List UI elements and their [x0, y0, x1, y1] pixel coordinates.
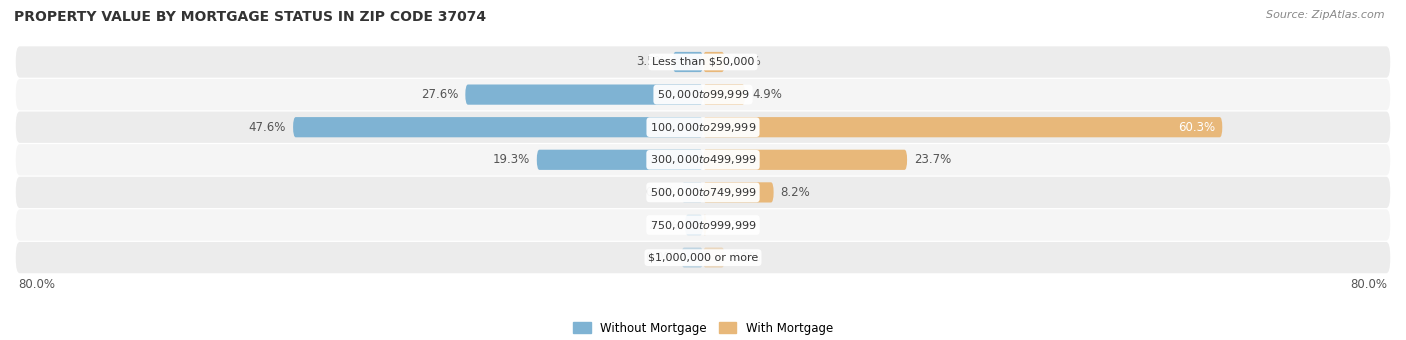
FancyBboxPatch shape: [465, 84, 703, 105]
FancyBboxPatch shape: [15, 209, 1391, 241]
FancyBboxPatch shape: [703, 248, 724, 268]
Legend: Without Mortgage, With Mortgage: Without Mortgage, With Mortgage: [568, 317, 838, 340]
Text: 0.0%: 0.0%: [731, 251, 761, 264]
FancyBboxPatch shape: [685, 215, 703, 235]
FancyBboxPatch shape: [15, 177, 1391, 208]
Text: Source: ZipAtlas.com: Source: ZipAtlas.com: [1267, 10, 1385, 20]
FancyBboxPatch shape: [703, 182, 773, 203]
Text: 60.3%: 60.3%: [1178, 121, 1215, 134]
Text: 0.43%: 0.43%: [714, 219, 751, 232]
FancyBboxPatch shape: [15, 79, 1391, 110]
FancyBboxPatch shape: [292, 117, 703, 137]
Text: $750,000 to $999,999: $750,000 to $999,999: [650, 219, 756, 232]
FancyBboxPatch shape: [15, 46, 1391, 78]
Text: 0.0%: 0.0%: [645, 251, 675, 264]
FancyBboxPatch shape: [703, 150, 907, 170]
Text: 47.6%: 47.6%: [249, 121, 287, 134]
FancyBboxPatch shape: [682, 182, 703, 203]
Text: 80.0%: 80.0%: [1351, 278, 1388, 291]
FancyBboxPatch shape: [703, 52, 724, 72]
Text: PROPERTY VALUE BY MORTGAGE STATUS IN ZIP CODE 37074: PROPERTY VALUE BY MORTGAGE STATUS IN ZIP…: [14, 10, 486, 24]
Text: $500,000 to $749,999: $500,000 to $749,999: [650, 186, 756, 199]
Text: Less than $50,000: Less than $50,000: [652, 57, 754, 67]
Text: 23.7%: 23.7%: [914, 153, 952, 166]
Text: 4.9%: 4.9%: [752, 88, 782, 101]
Text: $100,000 to $299,999: $100,000 to $299,999: [650, 121, 756, 134]
FancyBboxPatch shape: [682, 248, 703, 268]
FancyBboxPatch shape: [15, 144, 1391, 175]
FancyBboxPatch shape: [703, 84, 745, 105]
Text: $50,000 to $99,999: $50,000 to $99,999: [657, 88, 749, 101]
Text: 27.6%: 27.6%: [420, 88, 458, 101]
Text: 3.5%: 3.5%: [637, 55, 666, 68]
Text: 2.1%: 2.1%: [648, 219, 678, 232]
FancyBboxPatch shape: [537, 150, 703, 170]
Text: 19.3%: 19.3%: [492, 153, 530, 166]
FancyBboxPatch shape: [703, 117, 1222, 137]
Text: $1,000,000 or more: $1,000,000 or more: [648, 253, 758, 262]
FancyBboxPatch shape: [15, 112, 1391, 143]
Text: 8.2%: 8.2%: [780, 186, 810, 199]
Text: 2.5%: 2.5%: [731, 55, 761, 68]
FancyBboxPatch shape: [703, 215, 707, 235]
Text: 80.0%: 80.0%: [18, 278, 55, 291]
FancyBboxPatch shape: [673, 52, 703, 72]
Text: $300,000 to $499,999: $300,000 to $499,999: [650, 153, 756, 166]
Text: 0.0%: 0.0%: [645, 186, 675, 199]
FancyBboxPatch shape: [15, 242, 1391, 273]
